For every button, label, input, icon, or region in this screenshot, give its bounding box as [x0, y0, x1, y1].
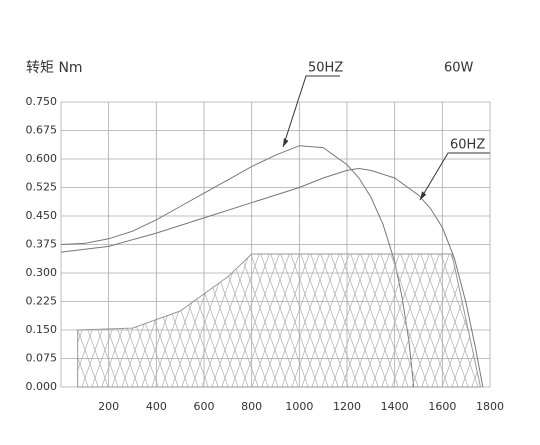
y-tick-label: 0.150	[26, 323, 58, 336]
x-tick-label: 1400	[381, 400, 409, 413]
x-tick-label: 1800	[476, 400, 504, 413]
x-tick-label: 1200	[333, 400, 361, 413]
note: 60W	[444, 61, 474, 76]
arrow-head	[283, 137, 289, 147]
x-tick-label: 400	[146, 400, 167, 413]
x-tick-label: 600	[194, 400, 215, 413]
x-tick-label: 1600	[428, 400, 456, 413]
x-tick-label: 800	[241, 400, 262, 413]
hatched-area	[77, 253, 482, 388]
series-label: 50HZ	[308, 61, 343, 76]
y-tick-label: 0.525	[26, 181, 58, 194]
label-leader	[419, 152, 490, 201]
y-axis-label: 转矩 Nm	[26, 60, 83, 76]
y-tick-label: 0.675	[26, 124, 58, 137]
y-tick-label: 0.300	[26, 266, 58, 279]
label-leader	[282, 75, 340, 148]
curve	[60, 167, 484, 388]
y-tick-label: 0.075	[26, 352, 58, 365]
y-tick-label: 0.375	[26, 238, 58, 251]
arrow-head	[420, 191, 427, 200]
series-label: 60HZ	[450, 138, 485, 153]
y-tick-label: 0.750	[26, 95, 58, 108]
x-tick-label: 200	[98, 400, 119, 413]
y-tick-label: 0.600	[26, 152, 58, 165]
x-tick-label: 1000	[285, 400, 313, 413]
y-tick-label: 0.000	[26, 380, 58, 393]
y-tick-label: 0.450	[26, 209, 58, 222]
y-tick-label: 0.225	[26, 295, 58, 308]
